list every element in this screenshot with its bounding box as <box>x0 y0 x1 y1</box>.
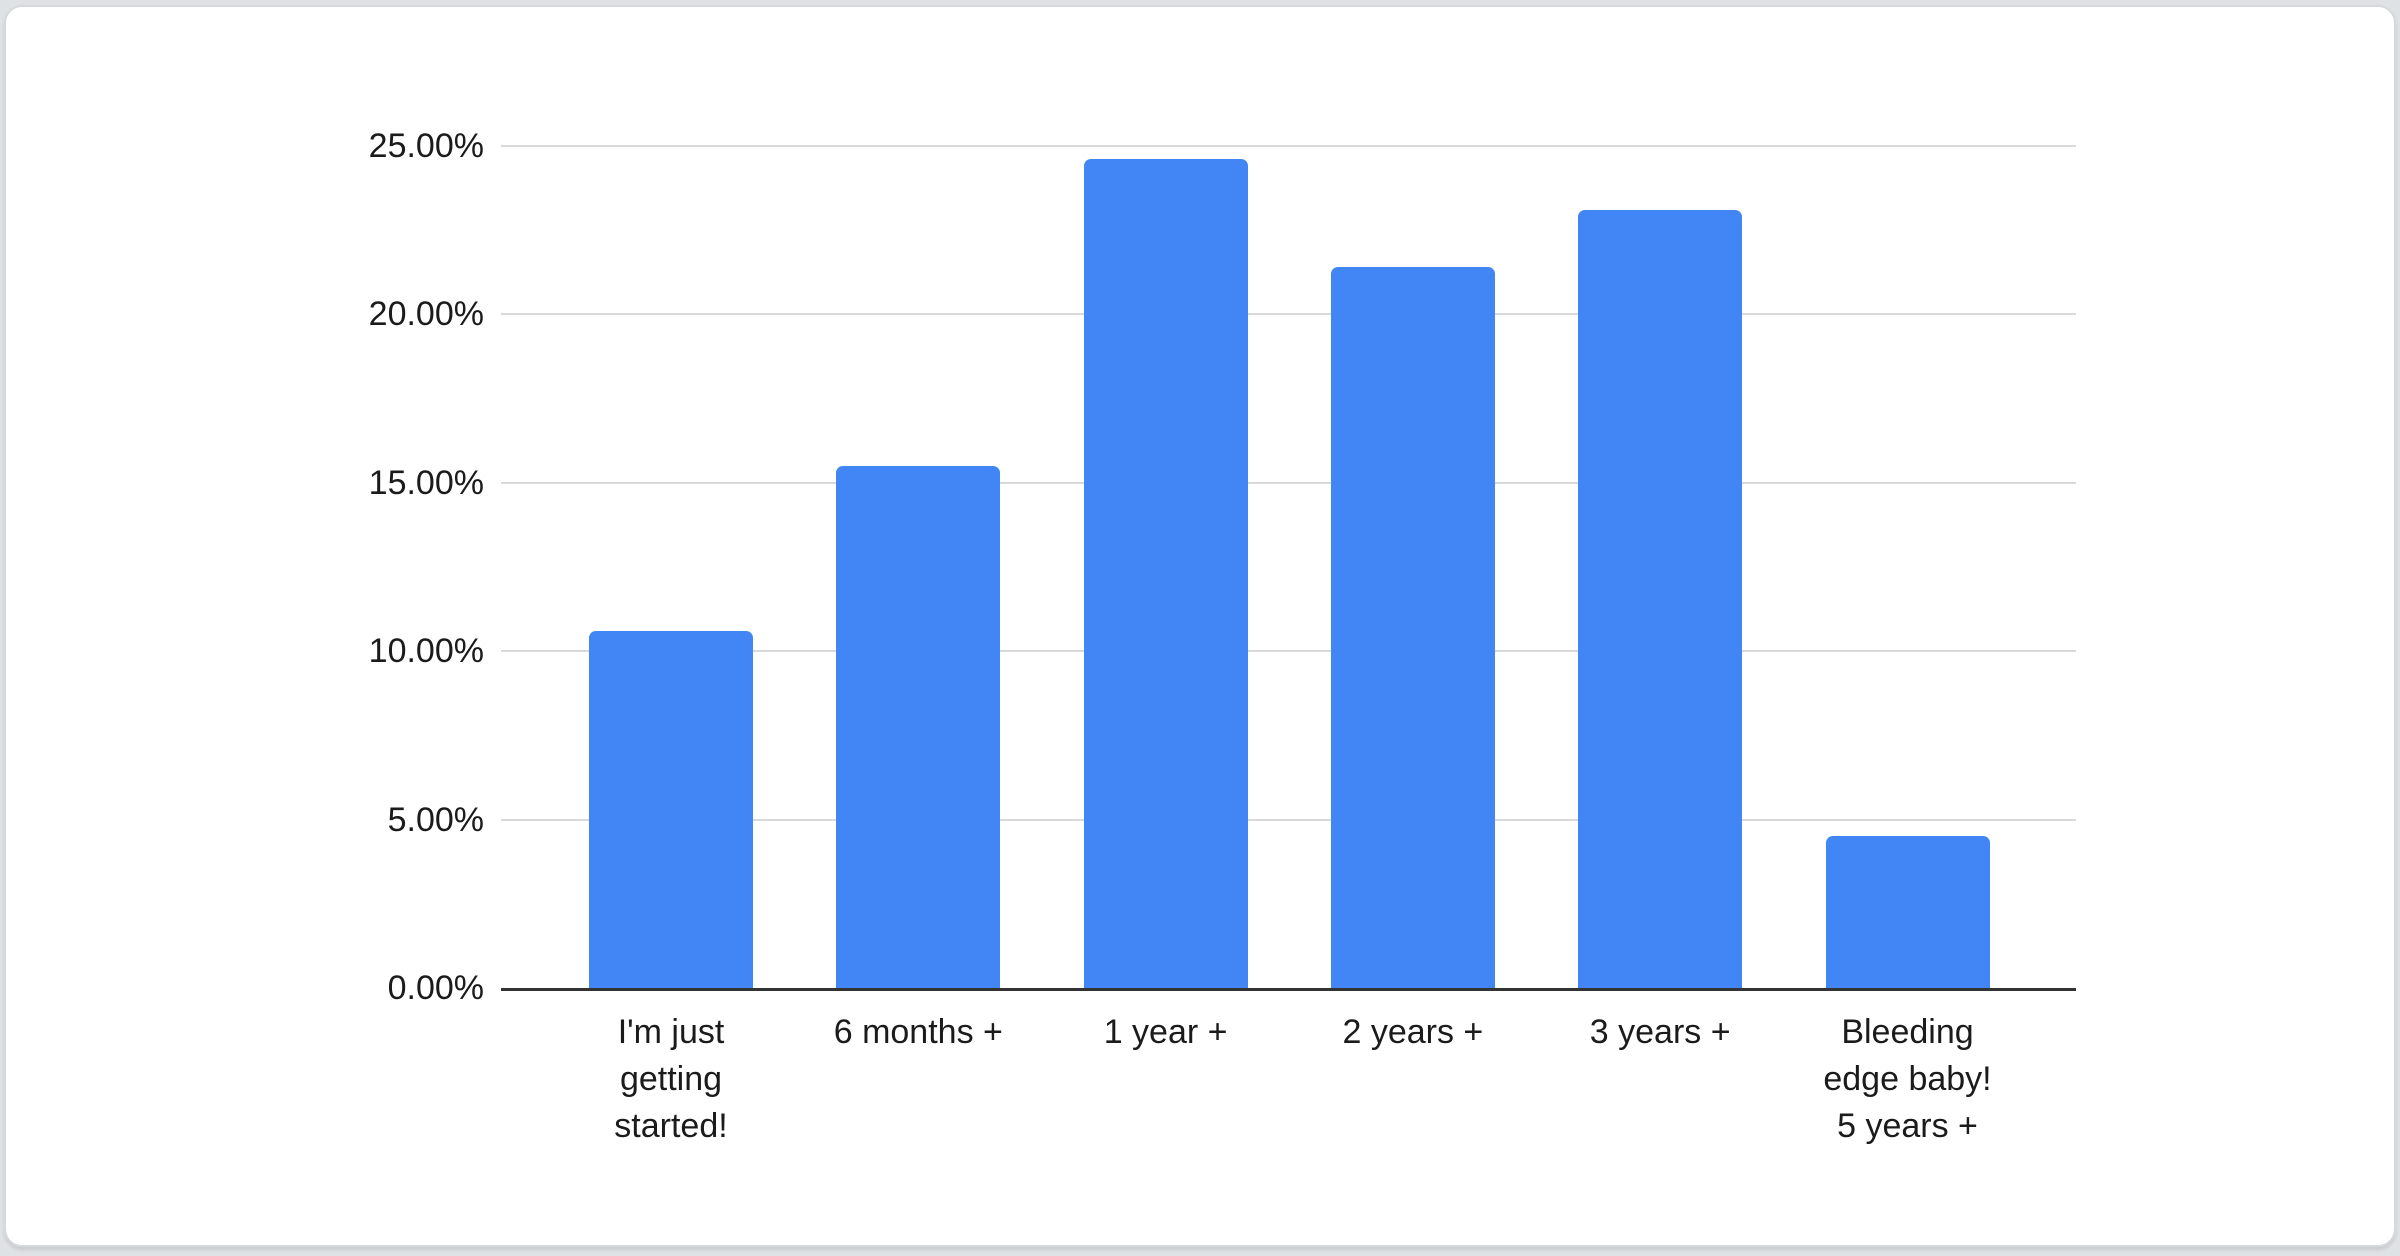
bar-4 <box>1330 267 1495 988</box>
chart-card: 0.00% 5.00% 10.00% 15.00% 20.00% 25.00% I'm ju… <box>4 5 2396 1247</box>
x-category-label-line: started! <box>614 1107 728 1145</box>
y-axis-tick-label: 25.00% <box>368 127 484 165</box>
x-category-label-line: edge baby! <box>1823 1060 1992 1098</box>
x-category-label-line: Bleeding <box>1841 1013 1974 1051</box>
x-category-label-line: 3 years + <box>1589 1013 1731 1051</box>
x-category-label: Bleeding edge baby! 5 years + <box>1782 1009 2034 1150</box>
x-category-label-line: getting <box>619 1060 723 1098</box>
x-axis-baseline <box>501 988 2076 991</box>
x-category-label-line: 5 years + <box>1837 1107 1978 1145</box>
bar-5 <box>1578 209 1743 988</box>
x-category-label: 1 year + <box>1040 1009 1292 1056</box>
gridline <box>501 313 2076 316</box>
x-category-label-line: 1 year + <box>1103 1013 1228 1051</box>
bar-chart: 0.00% 5.00% 10.00% 15.00% 20.00% 25.00% I'm ju… <box>6 7 2394 1245</box>
y-axis-tick-label: 20.00% <box>368 295 484 334</box>
y-axis-tick-label: 15.00% <box>368 463 484 502</box>
gridline <box>501 650 2076 653</box>
gridline <box>501 481 2076 484</box>
bar-6 <box>1825 836 1990 988</box>
bar-1 <box>589 630 753 988</box>
x-category-label-line: 6 months + <box>833 1013 1003 1051</box>
y-axis-tick-label: 5.00% <box>387 800 484 839</box>
gridline <box>501 818 2076 821</box>
x-category-label-line: 2 years + <box>1342 1013 1484 1051</box>
bar-3 <box>1083 159 1248 988</box>
x-category-label-line: I'm just <box>617 1013 725 1051</box>
x-category-label: 2 years + <box>1287 1009 1539 1056</box>
x-category-label: 6 months + <box>792 1009 1044 1056</box>
gridline <box>501 145 2076 147</box>
y-axis-tick-label: 0.00% <box>387 969 484 1007</box>
bar-2 <box>836 465 1001 988</box>
x-category-label: 3 years + <box>1534 1009 1786 1056</box>
x-category-label: I'm just getting started! <box>545 1009 797 1150</box>
y-axis-tick-label: 10.00% <box>368 632 484 671</box>
